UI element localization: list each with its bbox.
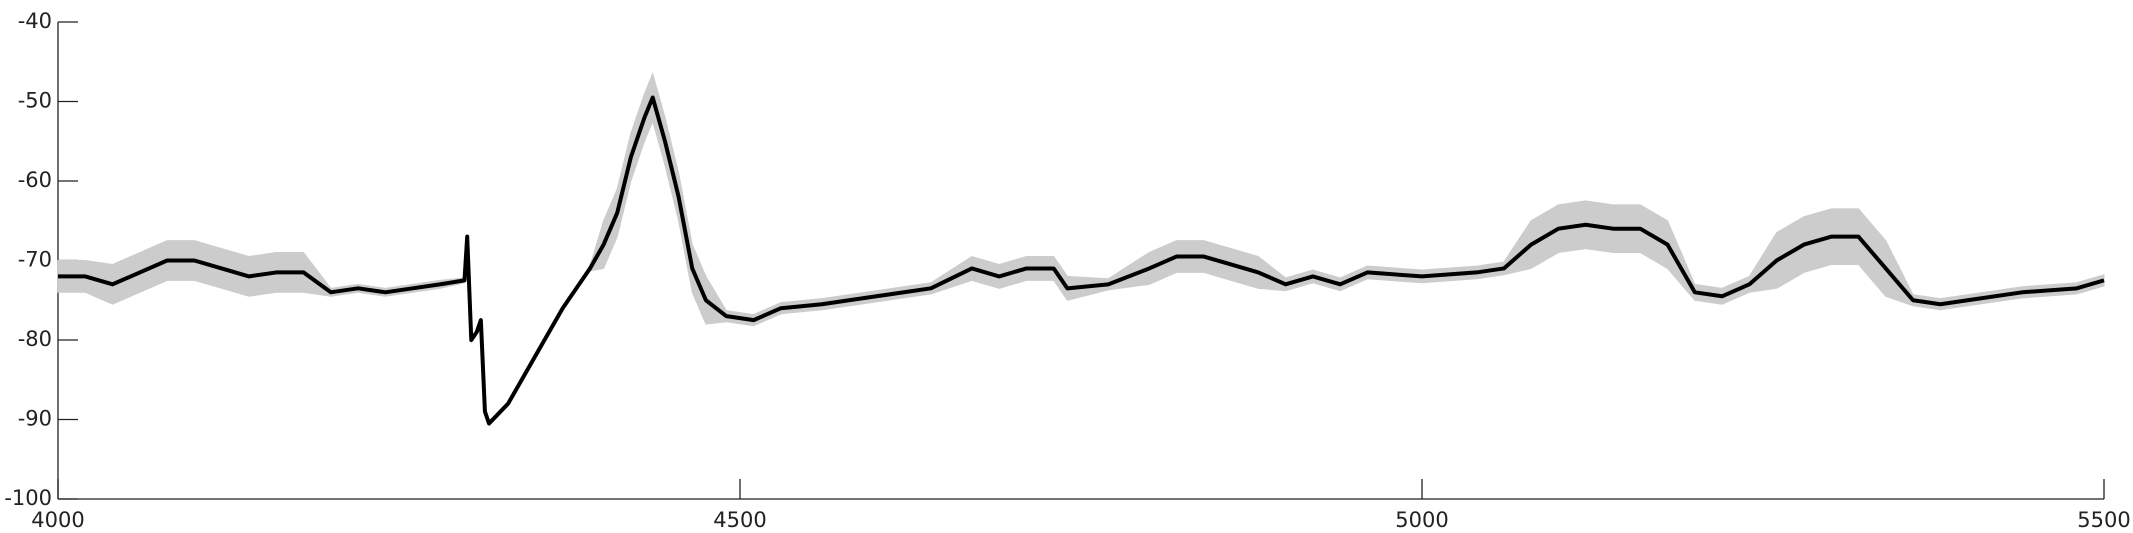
- y-tick-label: -80: [18, 327, 52, 351]
- y-tick-label: -100: [4, 486, 52, 510]
- x-tick-label: 5500: [2077, 508, 2130, 532]
- x-tick-label: 4500: [713, 508, 766, 532]
- range-band: [57, 72, 2105, 427]
- y-tick-label: -50: [18, 89, 52, 113]
- x-tick-label: 4000: [31, 508, 84, 532]
- line: [58, 95, 2105, 426]
- y-tick-label: -70: [18, 248, 52, 272]
- y-tick-label: -90: [18, 407, 52, 431]
- x-tick-label: 5000: [1395, 508, 1448, 532]
- y-tick-label: -60: [18, 168, 52, 192]
- y-tick-label: -40: [18, 9, 52, 33]
